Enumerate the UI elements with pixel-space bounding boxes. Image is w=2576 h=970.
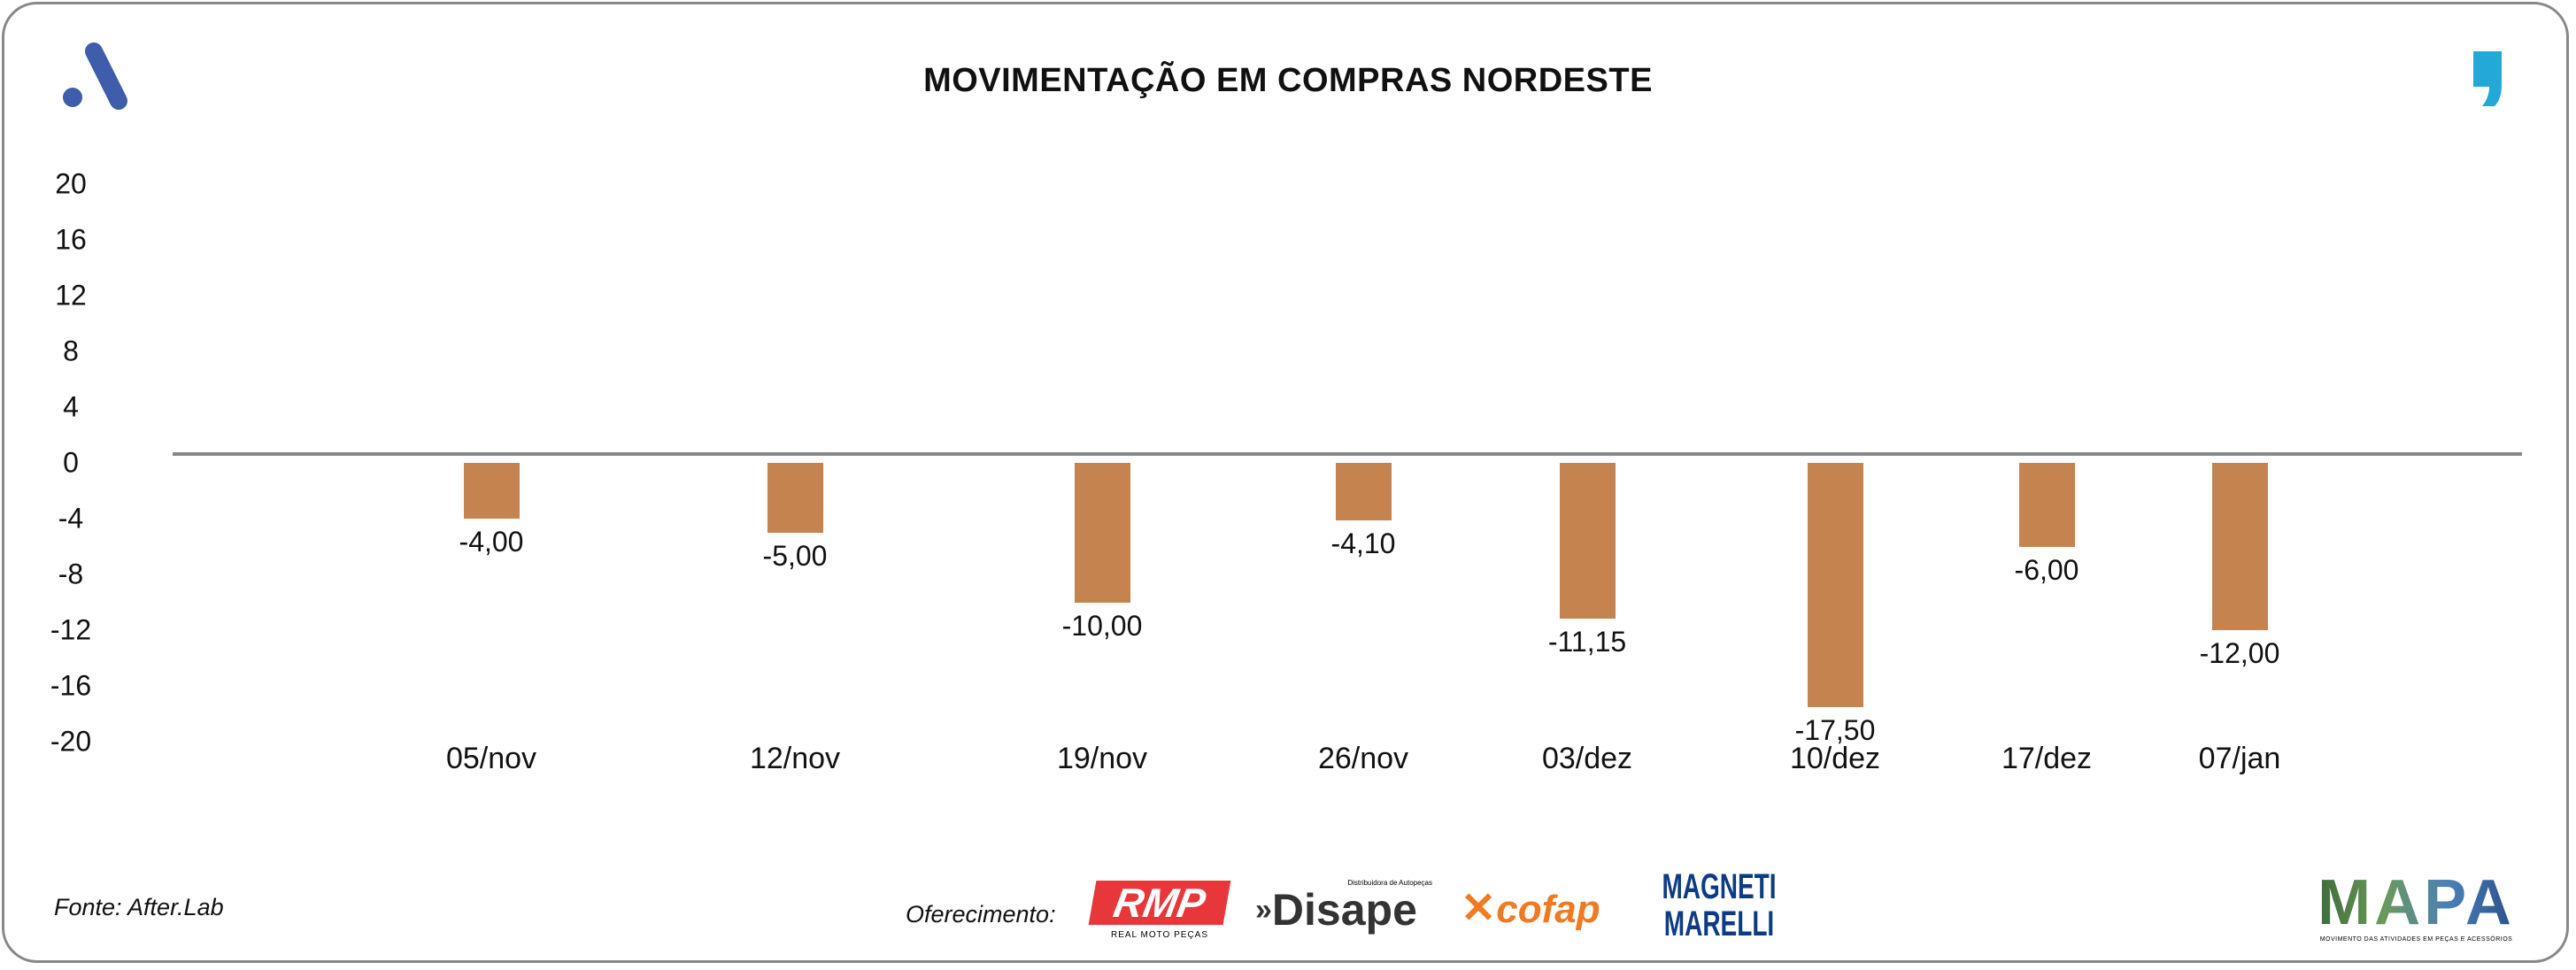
source-note: Fonte: After.Lab [54, 894, 224, 920]
mapa-logo: MAPA MOVIMENTO DAS ATIVIDADES EM PEÇAS E… [2318, 867, 2515, 943]
data-label: -17,50 [1794, 713, 1876, 746]
bar-07/jan [2212, 463, 2268, 631]
cofap-logo: ✕cofap [1461, 885, 1600, 932]
data-label: -6,00 [2014, 553, 2079, 586]
y-tick-label: -16 [50, 669, 92, 702]
bar-12/nov [767, 463, 823, 533]
data-label: -12,00 [2199, 637, 2280, 670]
quote-mark-icon [2473, 51, 2502, 106]
y-tick-label: 4 [63, 390, 79, 423]
x-tick-label: 26/nov [1317, 742, 1409, 775]
bar-10/dez [1808, 463, 1863, 707]
data-label: -11,15 [1547, 625, 1627, 658]
data-label: -5,00 [762, 539, 828, 572]
data-label: -10,00 [1061, 609, 1143, 642]
magneti-marelli-logo: MAGNETI MARELLI [1654, 863, 1785, 960]
y-tick-label: -8 [58, 558, 84, 590]
y-tick-label: 0 [63, 446, 79, 479]
bar-19/nov [1075, 463, 1130, 603]
disape-logo: Distribuidora de Autopeças »Disape [1255, 879, 1432, 935]
y-tick-label: -12 [50, 613, 92, 646]
x-tick-label: 10/dez [1789, 742, 1881, 775]
y-tick-label: 12 [55, 279, 87, 312]
x-tick-label: 07/jan [2198, 742, 2281, 775]
chart-title: MOVIMENTAÇÃO EM COMPRAS NORDESTE [923, 62, 1653, 99]
bar-26/nov [1336, 463, 1392, 520]
y-tick-label: -20 [50, 725, 92, 758]
cofap-x-icon: ✕ [1461, 885, 1497, 932]
brand-a-logo-icon [63, 42, 127, 110]
x-tick-label: 12/nov [749, 742, 841, 775]
x-tick-label: 05/nov [445, 742, 537, 775]
bar-05/nov [464, 463, 520, 520]
data-label: -4,00 [459, 526, 524, 558]
chevron-icon: » [1255, 893, 1272, 927]
y-tick-label: 16 [55, 223, 87, 256]
zero-axis-line [173, 452, 2522, 456]
data-label: -4,10 [1330, 527, 1396, 559]
y-tick-label: 8 [63, 335, 79, 367]
y-tick-label: -4 [58, 502, 84, 535]
y-tick-label: 20 [55, 167, 87, 200]
bar-17/dez [2019, 463, 2075, 547]
x-tick-label: 19/nov [1056, 742, 1148, 775]
x-tick-label: 17/dez [2001, 742, 2093, 775]
bar-03/dez [1560, 463, 1616, 619]
x-tick-label: 03/dez [1541, 742, 1633, 775]
rmp-logo: RMP REAL MOTO PEÇAS [1088, 880, 1231, 940]
sponsor-label: Oferecimento: [906, 901, 1056, 928]
